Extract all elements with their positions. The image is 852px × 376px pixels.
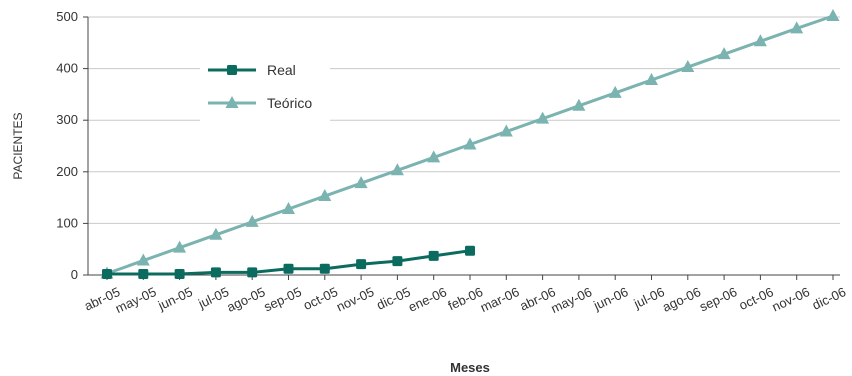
legend: Real Teórico bbox=[200, 58, 330, 122]
x-tick-label: sep-06 bbox=[697, 284, 739, 314]
data-point-real bbox=[247, 267, 258, 278]
data-point-teorico bbox=[753, 34, 767, 47]
x-tick-label: may-06 bbox=[549, 284, 595, 316]
data-point-teorico bbox=[608, 85, 622, 98]
data-point-real bbox=[138, 268, 149, 279]
y-tick-label: 0 bbox=[71, 267, 78, 282]
data-point-teorico bbox=[790, 21, 804, 34]
legend-marker-teorico bbox=[225, 96, 239, 108]
x-tick-label: jul-06 bbox=[631, 284, 667, 311]
data-point-real bbox=[319, 263, 330, 274]
x-tick-label: nov-06 bbox=[770, 284, 812, 314]
x-tick-label: ago-06 bbox=[660, 284, 703, 315]
x-tick-label: may-05 bbox=[113, 284, 159, 316]
data-point-teorico bbox=[717, 47, 731, 60]
data-point-teorico bbox=[318, 189, 332, 202]
data-point-teorico bbox=[354, 176, 368, 189]
data-point-teorico bbox=[427, 150, 441, 163]
x-axis-title: Meses bbox=[450, 360, 490, 375]
x-tick-label: jul-05 bbox=[195, 284, 231, 311]
x-tick-label: jun-05 bbox=[155, 284, 195, 313]
x-tick-label: oct-06 bbox=[737, 284, 776, 313]
y-tick-label: 300 bbox=[56, 112, 78, 127]
data-point-teorico bbox=[536, 111, 550, 124]
legend-marker-real bbox=[227, 65, 237, 75]
x-tick-label: nov-05 bbox=[334, 284, 376, 314]
data-point-teorico bbox=[282, 201, 295, 214]
data-point-real bbox=[356, 259, 367, 270]
data-point-teorico bbox=[173, 240, 187, 253]
y-tick-label: 100 bbox=[56, 215, 78, 230]
x-tick-label: dic-06 bbox=[810, 284, 848, 313]
data-point-teorico bbox=[681, 60, 695, 73]
data-point-real bbox=[210, 267, 221, 278]
legend-label-teorico: Teórico bbox=[267, 95, 312, 111]
y-tick-label: 200 bbox=[56, 164, 78, 179]
legend-label-real: Real bbox=[267, 62, 296, 78]
x-tick-label: ago-05 bbox=[224, 284, 267, 315]
data-point-teorico bbox=[572, 98, 586, 111]
x-tick-label: feb-06 bbox=[446, 284, 486, 313]
x-tick-label: ene-06 bbox=[406, 284, 449, 315]
y-tick-label: 400 bbox=[56, 61, 78, 76]
data-point-teorico bbox=[136, 253, 150, 266]
data-point-teorico bbox=[209, 227, 223, 240]
data-point-teorico bbox=[463, 137, 477, 150]
x-tick-label: oct-05 bbox=[301, 284, 340, 313]
y-tick-label: 500 bbox=[56, 9, 78, 24]
data-point-real bbox=[283, 263, 294, 274]
data-point-teorico bbox=[826, 8, 840, 21]
y-axis-title: PACIENTES bbox=[11, 112, 25, 179]
data-point-teorico bbox=[645, 72, 658, 85]
data-point-real bbox=[428, 250, 439, 261]
series-lines bbox=[100, 8, 840, 279]
data-point-teorico bbox=[390, 163, 404, 176]
x-tick-label: jun-06 bbox=[590, 284, 630, 313]
data-point-real bbox=[174, 268, 185, 279]
legend-box bbox=[200, 58, 330, 122]
data-point-real bbox=[102, 268, 112, 279]
x-tick-label: sep-05 bbox=[261, 284, 303, 314]
data-point-teorico bbox=[245, 214, 259, 227]
data-point-teorico bbox=[499, 124, 513, 137]
data-point-real bbox=[465, 245, 475, 256]
x-tick-label: mar-06 bbox=[478, 284, 522, 315]
x-tick-label: dic-05 bbox=[374, 284, 412, 313]
data-point-real bbox=[392, 256, 403, 267]
